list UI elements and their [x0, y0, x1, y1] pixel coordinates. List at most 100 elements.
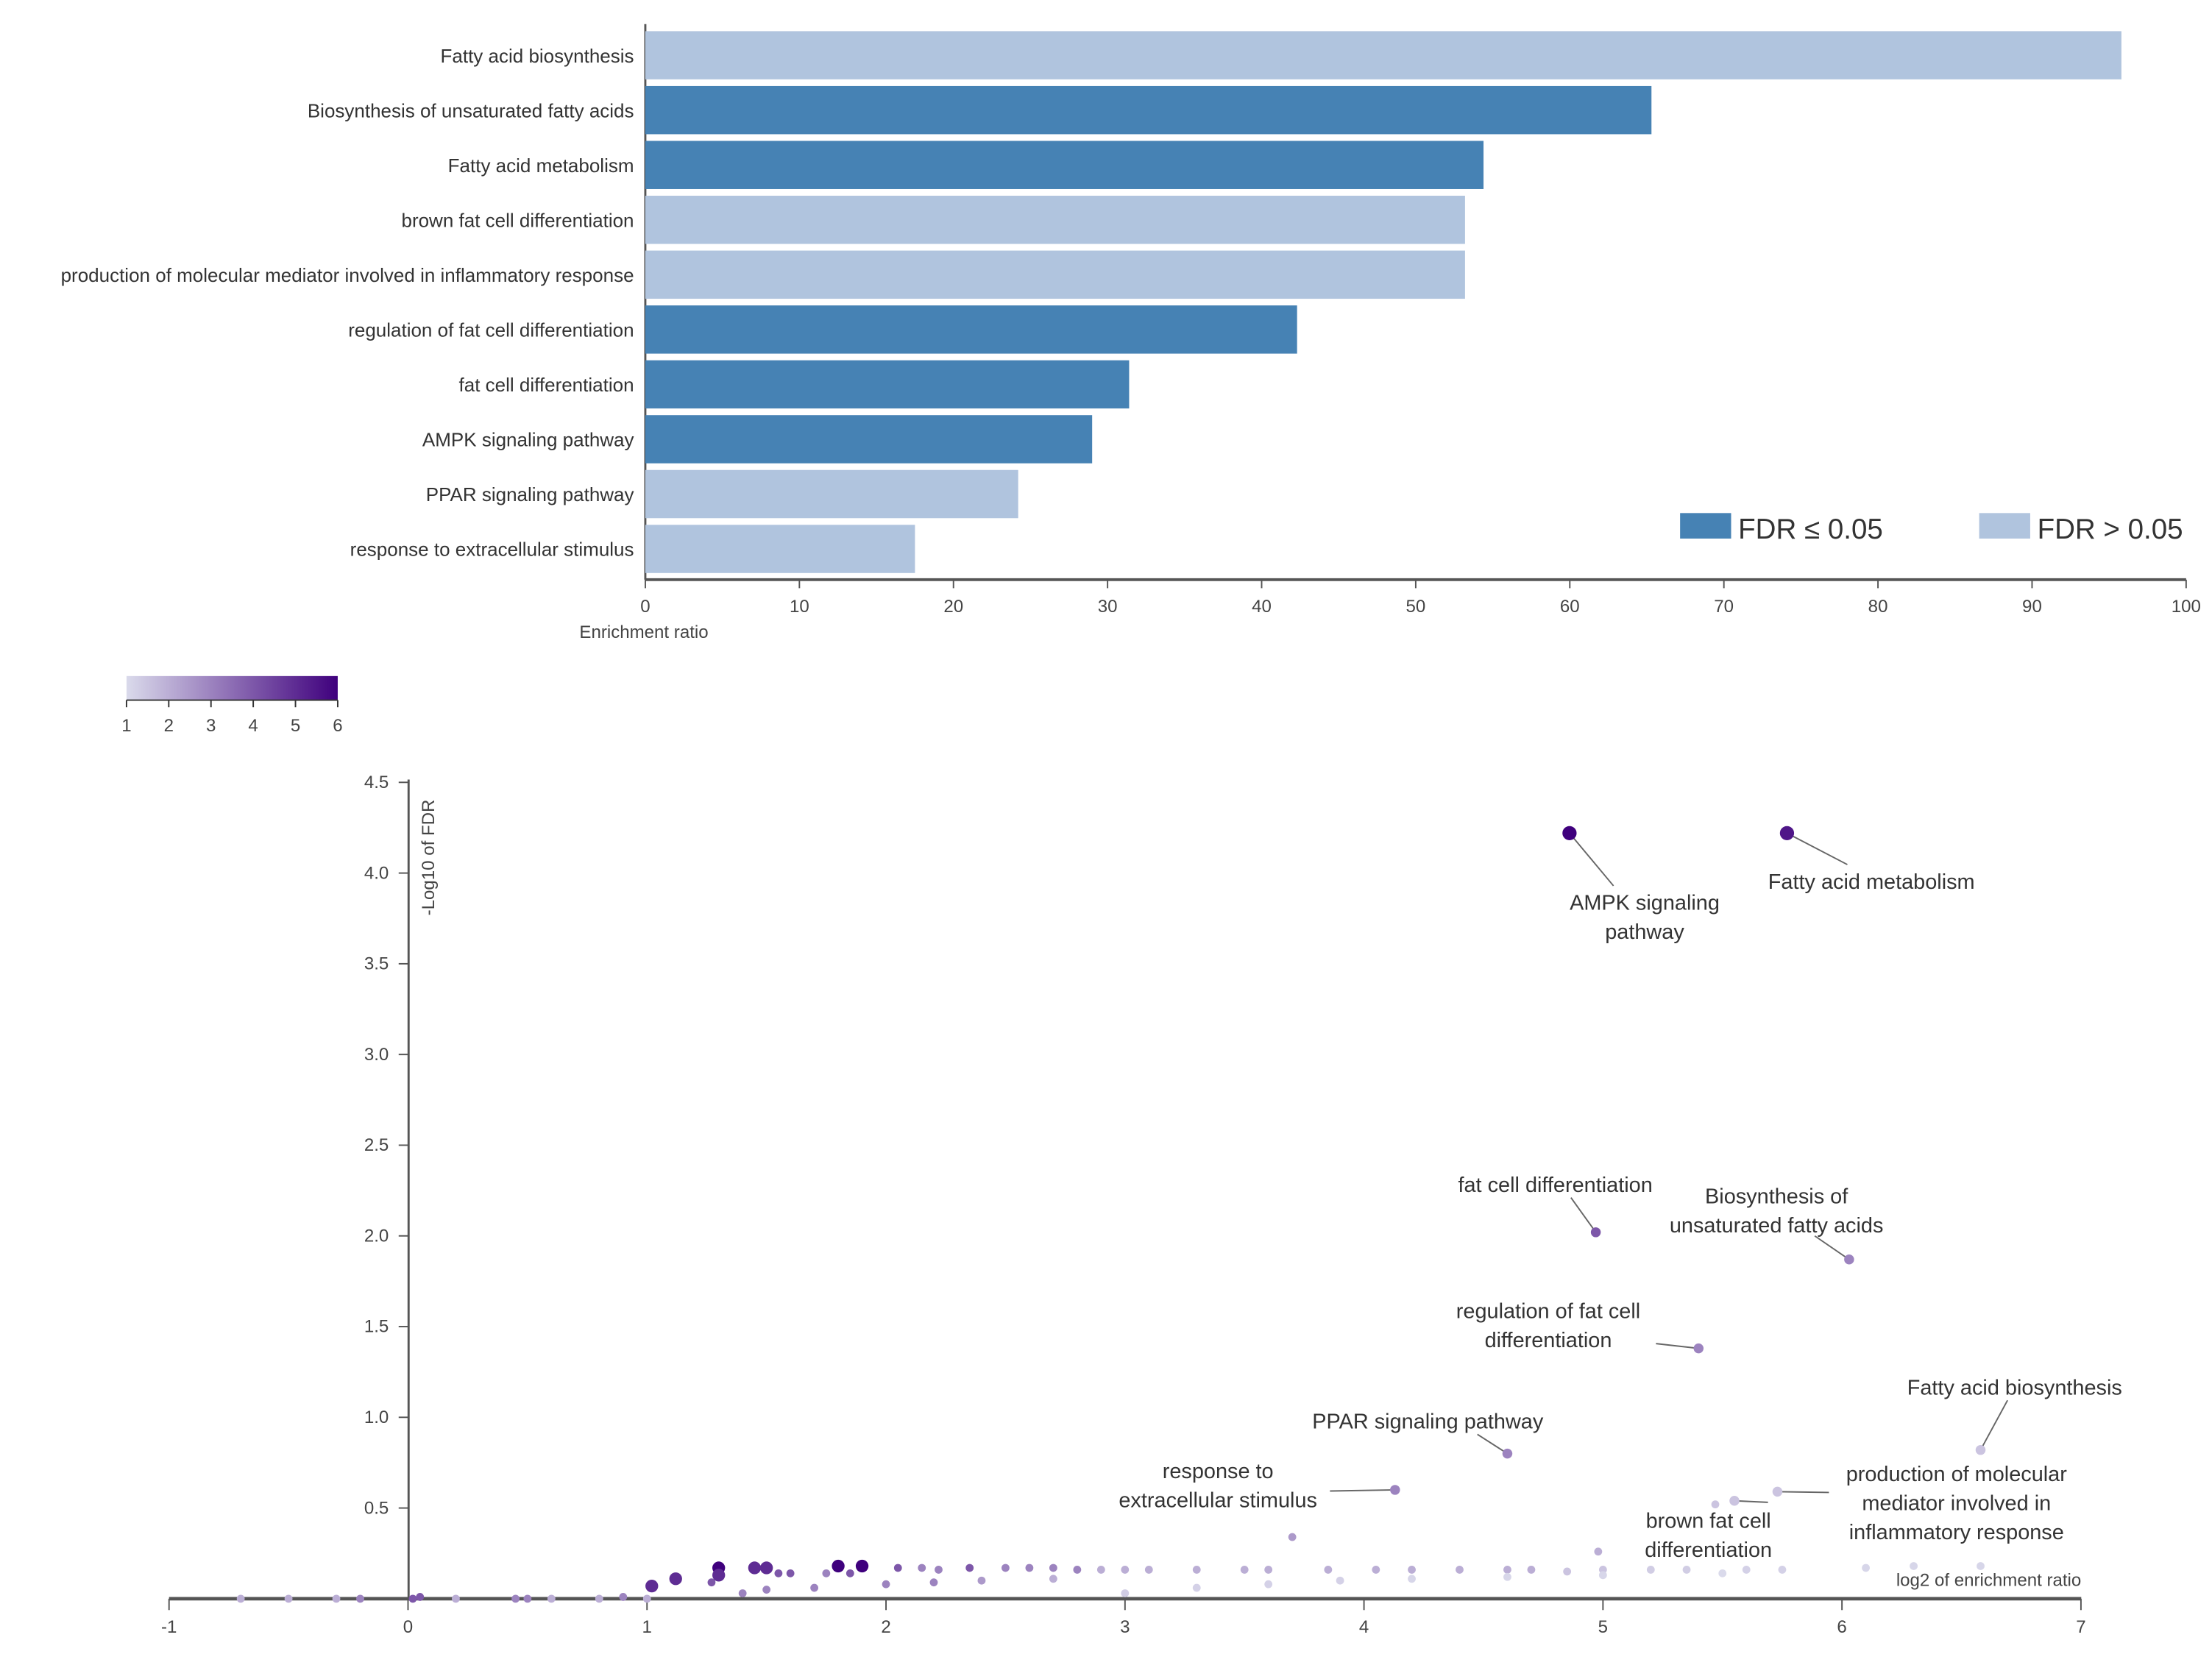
bar-x-tick-label: 60: [1560, 597, 1580, 617]
data-point: [707, 1578, 716, 1587]
data-point: [1336, 1576, 1344, 1585]
data-point: [1408, 1566, 1416, 1574]
point-annotation-label: Biosynthesis of: [1705, 1185, 1848, 1208]
data-point: [669, 1572, 682, 1586]
point-annotation-label: PPAR signaling pathway: [1312, 1410, 1544, 1434]
data-point: [810, 1583, 818, 1592]
annotation-leader-line: [1656, 1343, 1699, 1349]
data-point: [1503, 1572, 1511, 1581]
point-annotation-label: inflammatory response: [1849, 1521, 2064, 1544]
volcano-x-tick-label: 0: [403, 1617, 413, 1637]
bar-category-label: Fatty acid biosynthesis: [441, 45, 634, 67]
bar-x-tick-label: 0: [640, 597, 650, 617]
volcano-x-tick-label: 3: [1120, 1617, 1130, 1637]
point-annotation-label: regulation of fat cell: [1456, 1299, 1640, 1323]
labeled-data-point: [1390, 1485, 1400, 1495]
data-point: [1563, 1567, 1572, 1576]
volcano-y-tick-label: 3.5: [364, 954, 389, 974]
data-point: [284, 1594, 293, 1603]
data-point: [236, 1594, 245, 1603]
colorscale-tick-label: 1: [121, 716, 131, 736]
data-point: [786, 1569, 795, 1577]
labeled-data-point: [1729, 1495, 1740, 1506]
legend-label: FDR ≤ 0.05: [1738, 514, 1883, 545]
data-point: [523, 1594, 532, 1603]
bar-category-label: brown fat cell differentiation: [401, 209, 634, 231]
point-annotation-label: unsaturated fatty acids: [1670, 1214, 1884, 1238]
legend-swatch: [1680, 513, 1731, 539]
bar: [645, 196, 1465, 244]
labeled-data-point: [1844, 1254, 1854, 1265]
data-point: [893, 1564, 902, 1572]
data-point: [1073, 1566, 1082, 1574]
annotation-leader-line: [1979, 1399, 2008, 1451]
bar-chart: Fatty acid biosynthesis Biosynthesis of u…: [61, 24, 2201, 617]
labeled-data-point: [1975, 1444, 1986, 1455]
bar: [645, 250, 1465, 299]
volcano-x-tick-label: -1: [161, 1617, 177, 1637]
data-point: [408, 1594, 417, 1603]
data-point: [1778, 1566, 1787, 1574]
bar-category-label: PPAR signaling pathway: [426, 483, 634, 505]
bar-x-tick-label: 50: [1406, 597, 1426, 617]
data-point: [1192, 1583, 1201, 1592]
data-point: [416, 1593, 425, 1601]
bar-category-label: fat cell differentiation: [459, 374, 634, 396]
annotation-leader-line: [1570, 1197, 1597, 1233]
bar-x-tick-label: 90: [2022, 597, 2042, 617]
data-point: [748, 1561, 762, 1575]
volcano-x-tick-label: 1: [642, 1617, 652, 1637]
data-point: [1594, 1547, 1603, 1556]
bar-x-tick-label: 20: [943, 597, 963, 617]
data-point: [1977, 1562, 1985, 1570]
data-point: [1121, 1566, 1130, 1574]
data-point: [918, 1564, 926, 1572]
data-point: [1192, 1566, 1201, 1574]
labeled-data-point: [1590, 1227, 1601, 1238]
colorscale-bar: [126, 675, 338, 700]
volcano-y-tick-label: 0.5: [364, 1498, 389, 1518]
data-point: [738, 1589, 747, 1597]
volcano-x-tick-label: 4: [1359, 1617, 1369, 1637]
data-point: [1372, 1566, 1380, 1574]
point-annotation-label: brown fat cell: [1646, 1510, 1771, 1533]
bar-x-tick-label: 40: [1252, 597, 1272, 617]
volcano-x-tick-label: 2: [881, 1617, 890, 1637]
annotation-leader-line: [1786, 832, 1848, 865]
annotation-leader-line: [1477, 1433, 1508, 1455]
data-point: [977, 1576, 986, 1585]
data-point: [1025, 1564, 1034, 1572]
point-annotation-label: Fatty acid biosynthesis: [1907, 1376, 2122, 1399]
point-annotation-label: production of molecular: [1846, 1463, 2068, 1486]
data-point: [1264, 1566, 1273, 1574]
data-point: [619, 1593, 628, 1601]
data-point: [1002, 1564, 1010, 1572]
point-annotation-label: extracellular stimulus: [1119, 1489, 1317, 1513]
labeled-data-point: [1772, 1486, 1783, 1497]
data-point: [846, 1569, 854, 1577]
bar: [645, 360, 1130, 409]
bar: [645, 415, 1093, 464]
bar-category-label: response to extracellular stimulus: [350, 539, 634, 561]
bar: [645, 141, 1484, 189]
data-point: [642, 1594, 651, 1603]
labeled-data-point: [1502, 1448, 1513, 1459]
data-point: [1503, 1566, 1511, 1574]
data-point: [1682, 1566, 1691, 1574]
data-point: [855, 1559, 869, 1573]
volcano-x-tick-label: 7: [2076, 1617, 2085, 1637]
volcano-y-tick-label: 4.5: [364, 773, 389, 792]
data-point: [511, 1594, 520, 1603]
colorscale-tick-label: 4: [248, 716, 258, 736]
data-point: [929, 1578, 938, 1587]
data-point: [1742, 1566, 1751, 1574]
bar-category-label: Biosynthesis of unsaturated fatty acids: [308, 99, 634, 121]
colorscale-tick-label: 3: [206, 716, 216, 736]
data-point: [1288, 1533, 1297, 1541]
labeled-data-point: [1693, 1343, 1704, 1354]
bar-x-axis-label: Enrichment ratio: [579, 622, 708, 642]
data-point: [1598, 1566, 1607, 1574]
data-point: [1408, 1575, 1416, 1583]
volcano-x-tick-label: 5: [1598, 1617, 1608, 1637]
